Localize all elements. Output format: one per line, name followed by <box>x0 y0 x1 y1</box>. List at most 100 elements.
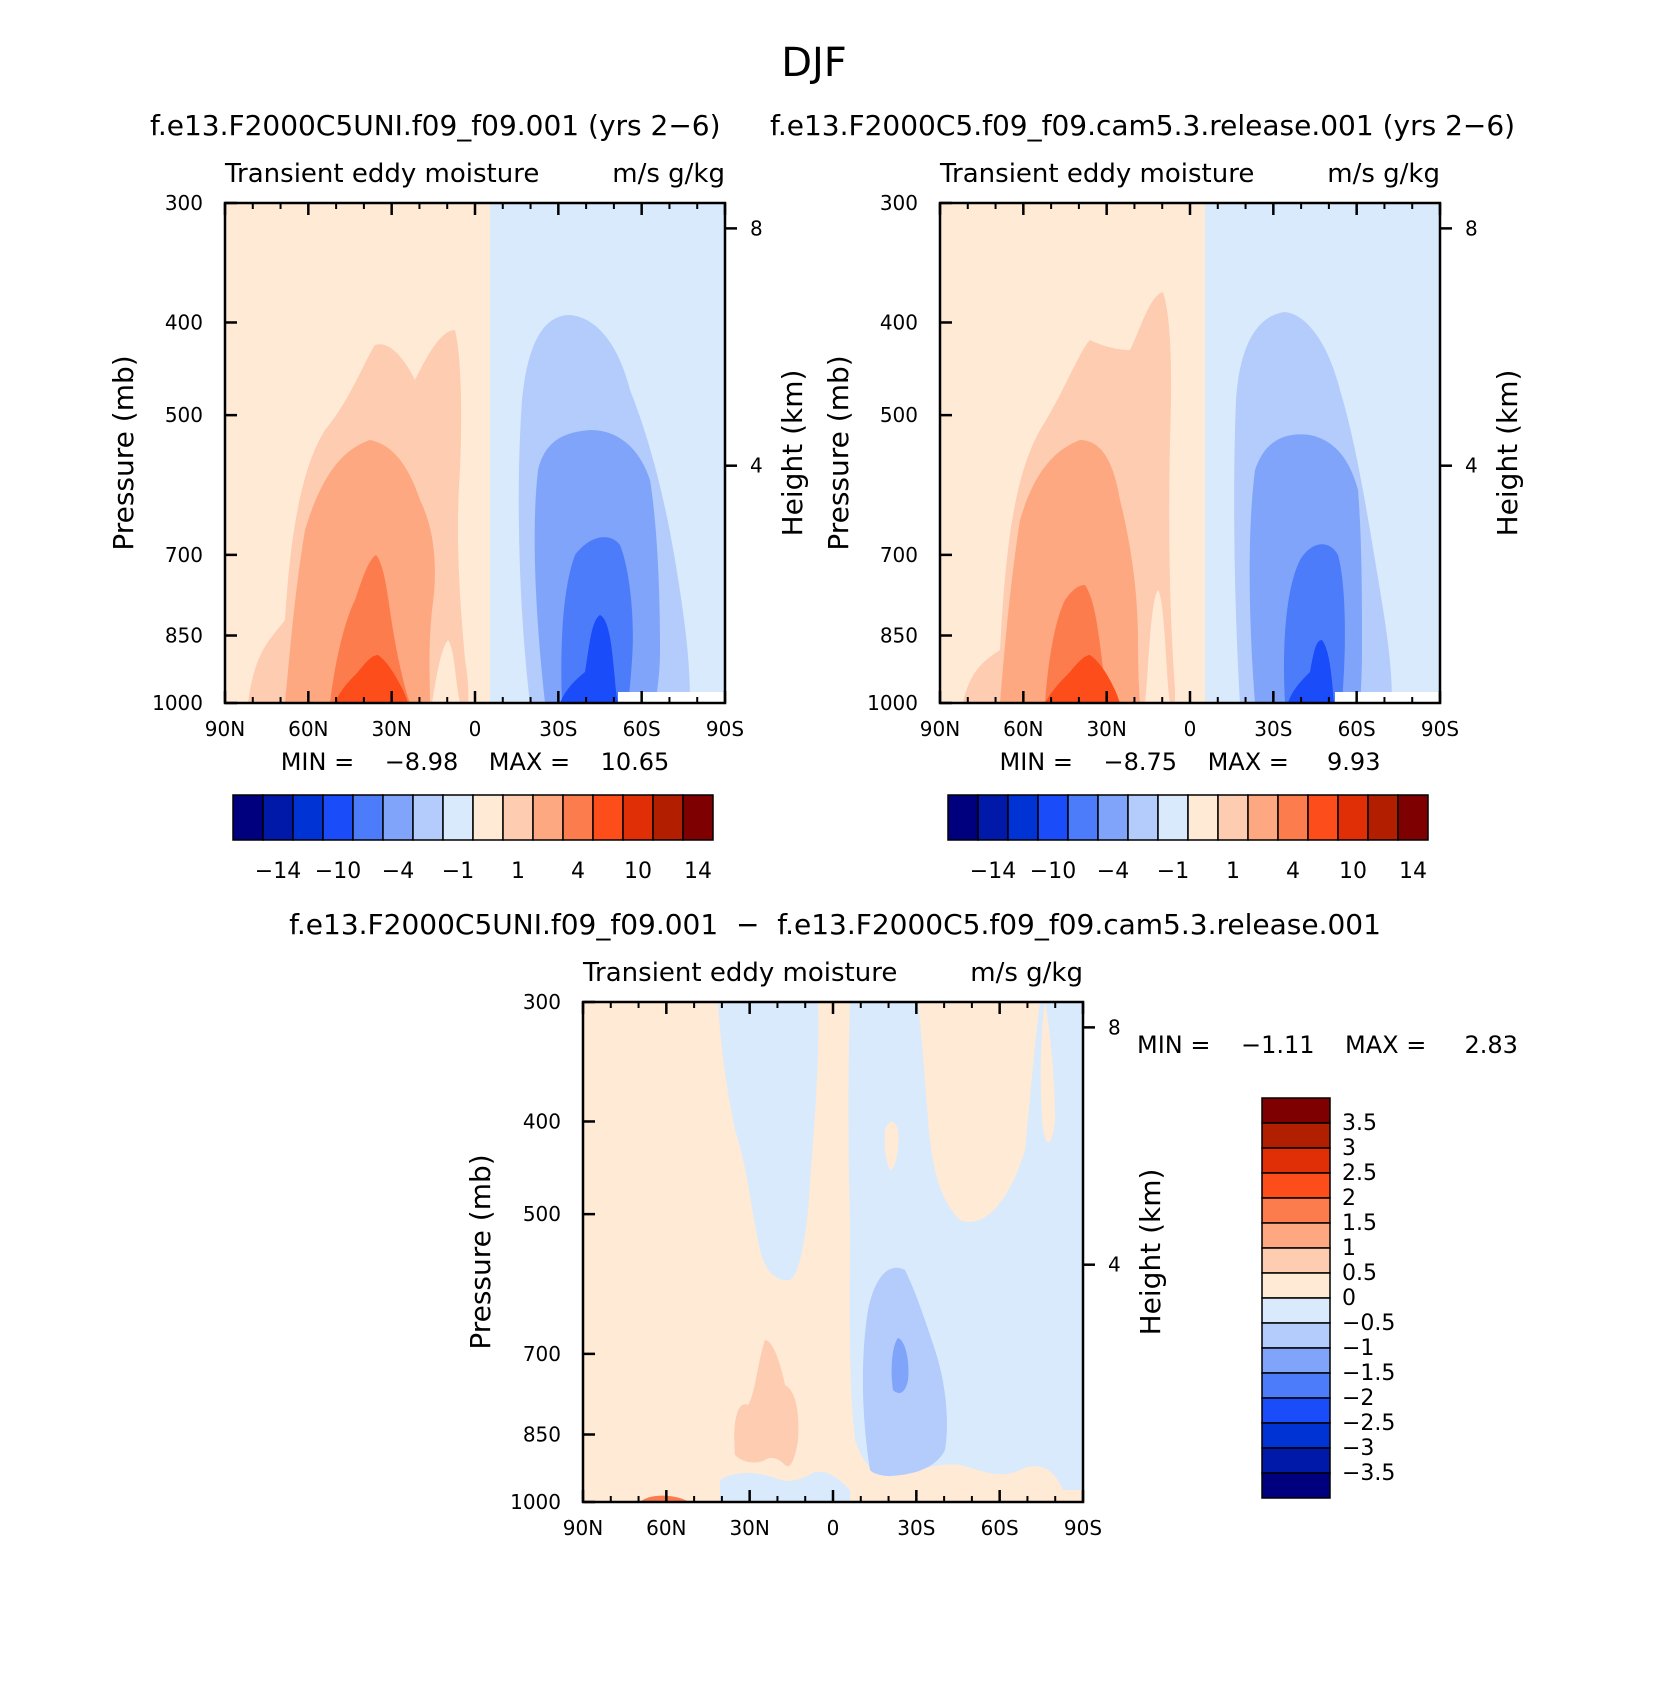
panel-a-title: f.e13.F2000C5UNI.f09_f09.001 (yrs 2−6) <box>150 109 721 142</box>
panel-b-title: f.e13.F2000C5.f09_f09.cam5.3.release.001… <box>770 109 1515 142</box>
colorbar-cell <box>1261 1272 1331 1299</box>
colorbar-label: −4 <box>382 859 414 884</box>
panel-diff-neg-l6 <box>891 1338 909 1393</box>
panel-diff-pos-island-1 <box>884 1121 899 1170</box>
x-tick-label: 60S <box>623 717 661 741</box>
colorbar-cell <box>1261 1222 1331 1249</box>
colorbar-cell <box>412 794 444 841</box>
y-tick-label: 700 <box>523 1342 561 1366</box>
y-tick-label: 700 <box>880 543 918 567</box>
panel-b-hole-1 <box>1145 590 1170 703</box>
colorbar-cell <box>1247 794 1279 841</box>
x-tick-label: 30N <box>729 1516 769 1540</box>
colorbar-cell <box>1367 794 1399 841</box>
colorbar-label: 10 <box>624 859 652 884</box>
panel-diff-colorbar: 3.532.521.510.50−0.5−1−1.5−2−2.5−3−3.5 <box>1261 1097 1395 1499</box>
panel-a-contour-l12 <box>335 655 408 703</box>
colorbar-cell <box>1261 1472 1331 1499</box>
colorbar-cell <box>1261 1422 1331 1449</box>
colorbar-cell <box>232 794 264 841</box>
panel-diff-title: f.e13.F2000C5UNI.f09_f09.001 − f.e13.F20… <box>289 908 1381 941</box>
colorbar-label: −14 <box>255 859 301 884</box>
y-tick-label: 1000 <box>867 691 918 715</box>
colorbar-cell <box>1261 1122 1331 1149</box>
colorbar-label: 4 <box>1286 859 1300 884</box>
panel-b-contours <box>940 203 1440 703</box>
panel-a-units: m/s g/kg <box>612 159 725 189</box>
colorbar-cell <box>502 794 534 841</box>
x-tick-label: 30S <box>1254 717 1292 741</box>
panel-a-missing <box>618 692 725 703</box>
x-tick-label: 30S <box>897 1516 935 1540</box>
panel-a: f.e13.F2000C5UNI.f09_f09.001 (yrs 2−6) T… <box>107 109 809 884</box>
panel-a-axes: 90N 60N 30N 0 30S 60S 90S 300 400 500 700 850 1000 8 4 <box>152 191 763 741</box>
y-tick-label: 1000 <box>152 691 203 715</box>
x-tick-label: 60S <box>1338 717 1376 741</box>
colorbar-cell <box>1067 794 1099 841</box>
y2-tick-label: 8 <box>1108 1015 1121 1039</box>
colorbar-cell <box>977 794 1009 841</box>
colorbar-cell <box>1007 794 1039 841</box>
colorbar-label: −10 <box>315 859 361 884</box>
colorbar-label: −2 <box>1342 1386 1374 1411</box>
colorbar-cell <box>472 794 504 841</box>
colorbar-cell <box>1261 1347 1331 1374</box>
panel-b-contour-l12 <box>1045 655 1120 703</box>
x-tick-label: 90S <box>1421 717 1459 741</box>
colorbar-label: 10 <box>1339 859 1367 884</box>
colorbar-label: −2.5 <box>1342 1411 1395 1436</box>
x-tick-label: 30N <box>371 717 411 741</box>
x-tick-label: 90N <box>920 717 960 741</box>
y-tick-label: 300 <box>523 990 561 1014</box>
colorbar-cell <box>1157 794 1189 841</box>
colorbar-cell <box>292 794 324 841</box>
colorbar-cell <box>1397 794 1429 841</box>
x-tick-label: 0 <box>1184 717 1197 741</box>
colorbar-cell <box>1307 794 1339 841</box>
colorbar-cell <box>1261 1247 1331 1274</box>
y2-tick-label: 8 <box>1465 216 1478 240</box>
panel-a-subtitle: Transient eddy moisture <box>224 159 539 189</box>
panel-a-ylabel: Pressure (mb) <box>107 355 140 550</box>
panel-diff-pos-surface <box>640 1495 690 1502</box>
x-tick-label: 0 <box>827 1516 840 1540</box>
colorbar-cell <box>1261 1097 1331 1124</box>
y2-tick-label: 8 <box>750 216 763 240</box>
colorbar-cell <box>1261 1372 1331 1399</box>
colorbar-cell <box>1261 1147 1331 1174</box>
panel-diff-axes: 90N 60N 30N 0 30S 60S 90S 300 400 500 700 850 1000 8 4 <box>510 990 1121 1540</box>
colorbar-label: 4 <box>571 859 585 884</box>
y-tick-label: 500 <box>165 403 203 427</box>
x-tick-label: 60N <box>1003 717 1043 741</box>
y-tick-label: 1000 <box>510 1490 561 1514</box>
panel-diff-subtitle: Transient eddy moisture <box>582 958 897 988</box>
y-tick-label: 300 <box>880 191 918 215</box>
colorbar-cell <box>382 794 414 841</box>
panel-a-stats: MIN = −8.98 MAX = 10.65 <box>281 748 670 776</box>
panel-b-missing <box>1335 692 1440 703</box>
colorbar-label: 1.5 <box>1342 1211 1377 1236</box>
panel-a-contour-l10 <box>285 440 435 703</box>
x-tick-label: 30S <box>539 717 577 741</box>
colorbar-cell <box>652 794 684 841</box>
colorbar-label: 1 <box>1226 859 1240 884</box>
panel-diff-stats: MIN = −1.11 MAX = 2.83 <box>1137 1031 1518 1059</box>
colorbar-label: −3 <box>1342 1436 1374 1461</box>
y2-tick-label: 4 <box>1108 1253 1121 1277</box>
panel-a-y2label: Height (km) <box>776 370 809 537</box>
colorbar-cell <box>1261 1322 1331 1349</box>
panel-diff-units: m/s g/kg <box>970 958 1083 988</box>
colorbar-cell <box>1261 1297 1331 1324</box>
colorbar-cell <box>592 794 624 841</box>
y-tick-label: 400 <box>523 1109 561 1133</box>
panel-diff-neg-1 <box>718 1002 819 1281</box>
x-tick-label: 0 <box>469 717 482 741</box>
colorbar-cell <box>682 794 714 841</box>
y-tick-label: 400 <box>880 310 918 334</box>
colorbar-label: 2.5 <box>1342 1161 1377 1186</box>
colorbar-label: −10 <box>1030 859 1076 884</box>
colorbar-label: 3 <box>1342 1136 1356 1161</box>
panel-diff-contours <box>583 1002 1083 1502</box>
colorbar-cell <box>532 794 564 841</box>
